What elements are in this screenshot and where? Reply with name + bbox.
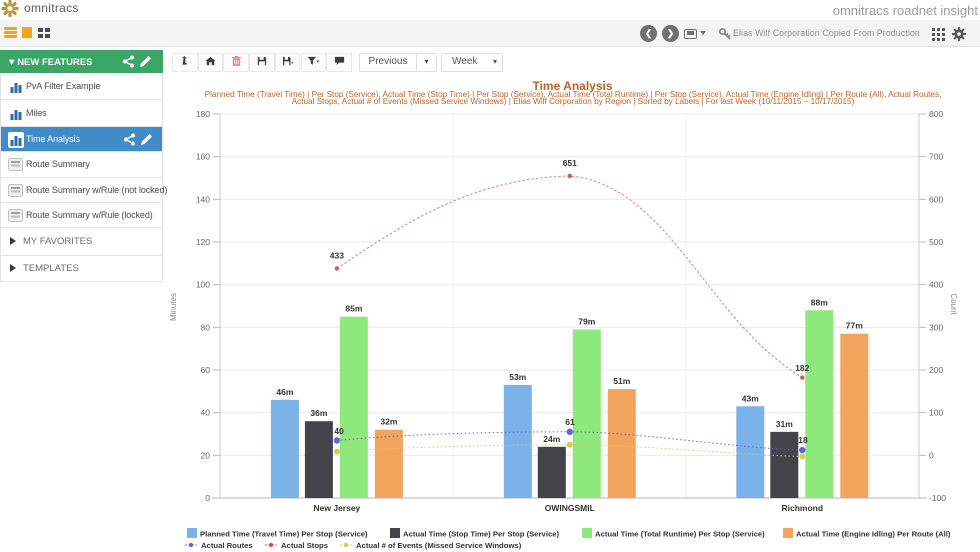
svg-text:Richmond: Richmond <box>782 503 824 513</box>
svg-text:Actual Time (Total Runtime) Pe: Actual Time (Total Runtime) Per Stop (Se… <box>595 530 765 539</box>
svg-text:400: 400 <box>929 280 943 290</box>
svg-text:0: 0 <box>205 493 210 503</box>
svg-text:51m: 51m <box>613 376 630 386</box>
svg-text:32m: 32m <box>380 417 397 427</box>
svg-text:61: 61 <box>565 417 575 427</box>
svg-text:85m: 85m <box>345 304 362 314</box>
svg-text:651: 651 <box>563 158 577 168</box>
svg-text:Actual Routes: Actual Routes <box>201 541 253 550</box>
svg-text:700: 700 <box>929 152 943 162</box>
svg-text:160: 160 <box>196 152 210 162</box>
svg-text:300: 300 <box>929 322 943 332</box>
svg-text:80: 80 <box>201 322 211 332</box>
svg-text:800: 800 <box>929 109 943 119</box>
svg-text:500: 500 <box>929 237 943 247</box>
svg-text:100: 100 <box>196 280 210 290</box>
svg-text:88m: 88m <box>811 297 828 307</box>
svg-text:140: 140 <box>196 194 210 204</box>
svg-text:Actual # of Events (Missed Ser: Actual # of Events (Missed Service Windo… <box>356 541 522 550</box>
svg-text:120: 120 <box>196 237 210 247</box>
svg-text:18: 18 <box>798 435 808 445</box>
svg-text:433: 433 <box>330 251 344 261</box>
svg-text:182: 182 <box>795 363 809 373</box>
svg-text:43m: 43m <box>742 393 759 403</box>
svg-text:-100: -100 <box>929 493 946 503</box>
svg-text:200: 200 <box>929 365 943 375</box>
svg-text:New Jersey: New Jersey <box>314 503 361 513</box>
svg-text:180: 180 <box>196 109 210 119</box>
svg-text:Actual Time (Engine Idling) Pe: Actual Time (Engine Idling) Per Route (A… <box>796 530 951 539</box>
svg-text:Planned Time (Travel Time) Per: Planned Time (Travel Time) Per Stop (Ser… <box>200 530 368 539</box>
svg-text:36m: 36m <box>310 408 327 418</box>
svg-text:600: 600 <box>929 194 943 204</box>
svg-text:Count: Count <box>949 293 958 315</box>
svg-text:40: 40 <box>334 426 344 436</box>
svg-text:40: 40 <box>201 408 211 418</box>
svg-text:Actual Stops: Actual Stops <box>281 541 328 550</box>
svg-text:31m: 31m <box>776 419 793 429</box>
svg-text:20: 20 <box>201 450 211 460</box>
svg-text:OWINGSMIL: OWINGSMIL <box>545 503 595 513</box>
svg-text:Minutes: Minutes <box>169 293 178 321</box>
svg-text:0: 0 <box>929 450 934 460</box>
svg-text:77m: 77m <box>846 321 863 331</box>
svg-text:24m: 24m <box>543 434 560 444</box>
svg-text:79m: 79m <box>578 316 595 326</box>
svg-text:100: 100 <box>929 408 943 418</box>
svg-text:53m: 53m <box>509 372 526 382</box>
svg-text:46m: 46m <box>276 387 293 397</box>
svg-text:Actual Time (Stop Time) Per St: Actual Time (Stop Time) Per Stop (Servic… <box>403 530 560 539</box>
svg-text:60: 60 <box>201 365 211 375</box>
